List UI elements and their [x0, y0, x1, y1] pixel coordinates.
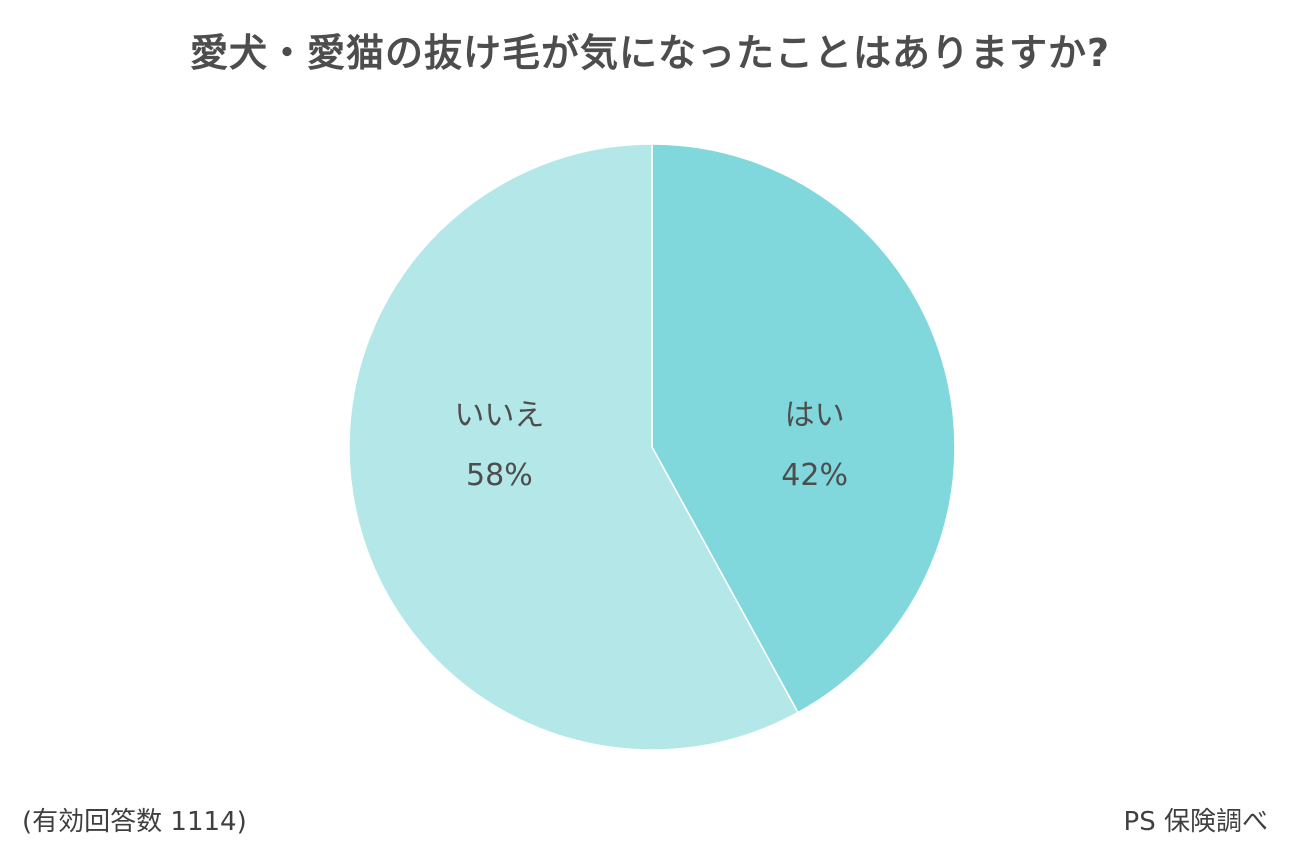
slice-value-1: 42% [781, 458, 848, 493]
chart-title: 愛犬・愛猫の抜け毛が気になったことはありますか? [189, 31, 1111, 75]
sample-size-note: (有効回答数 1114) [22, 807, 247, 837]
slice-label-1: はい [785, 398, 845, 433]
pie-slice-2 [348, 143, 799, 751]
slice-value-2: 58% [466, 458, 533, 493]
source-note: PS 保険調べ [1123, 807, 1268, 837]
pie-labels: はい 42% いいえ 58% [454, 398, 848, 493]
slice-label-2: いいえ [454, 398, 544, 433]
pie-slices [348, 143, 956, 751]
pie-slice-1 [651, 143, 956, 714]
